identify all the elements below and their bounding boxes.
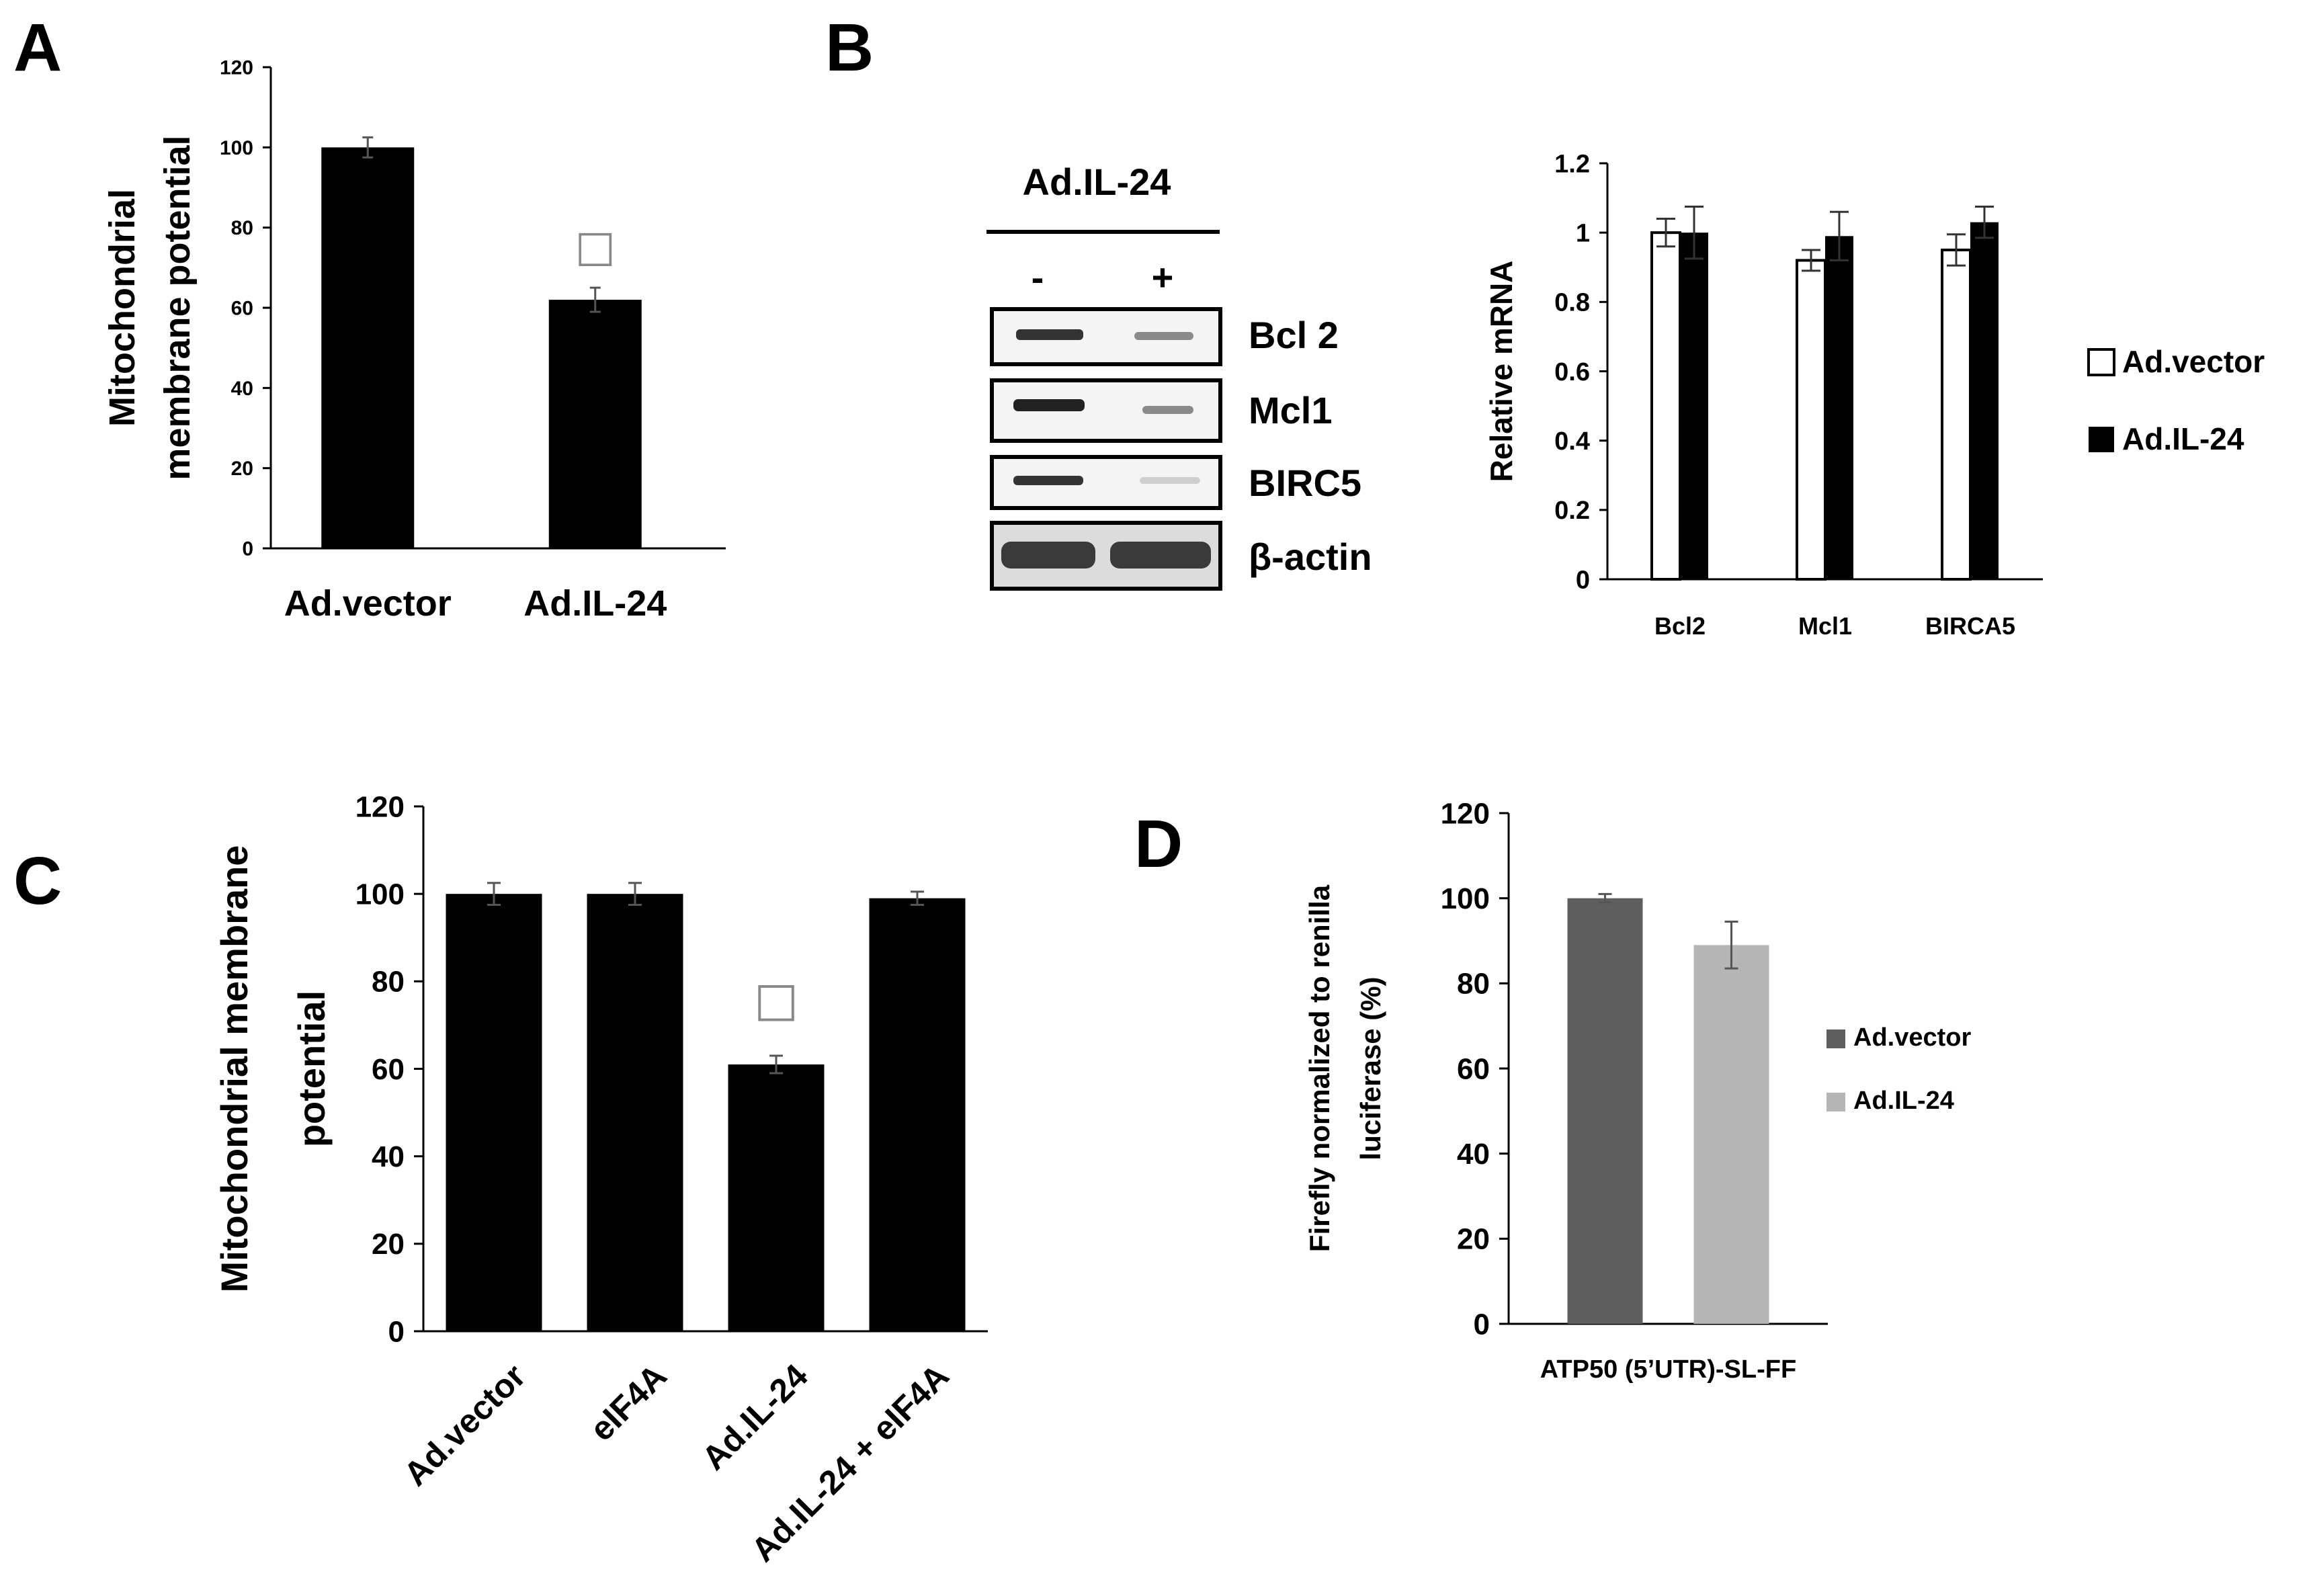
y-tick-label: 20 xyxy=(1457,1223,1490,1256)
y-axis-title: potential xyxy=(290,991,333,1147)
y-tick-label: 40 xyxy=(372,1140,405,1173)
x-axis-title: ATP50 (5’UTR)-SL-FF xyxy=(1540,1355,1796,1384)
bar-ad-vector-mcl1 xyxy=(1796,259,1826,581)
blot-band xyxy=(1140,477,1200,484)
y-tick-label: 60 xyxy=(1457,1052,1490,1085)
y-tick-label: 120 xyxy=(355,790,405,823)
y-tick-label: 20 xyxy=(231,458,253,480)
blot-band xyxy=(1110,542,1211,569)
y-tick-label: 0 xyxy=(1474,1308,1490,1341)
y-tick-label: 0.2 xyxy=(1554,497,1590,525)
y-tick-label: 0.8 xyxy=(1554,289,1590,317)
bar-ad-il-24-bcl2 xyxy=(1680,233,1708,580)
chart-a: 0 20 40 60 80 100 120 Ad.vector □ Ad.IL-24 Mitocho… xyxy=(102,57,726,624)
x-tick-label: Ad.IL-24 xyxy=(523,583,667,624)
x-tick-label: Ad.vector xyxy=(284,583,452,624)
bar-ad-vector xyxy=(321,147,415,549)
x-tick-label: Mcl1 xyxy=(1798,612,1852,640)
western-blot: Ad.IL-24 - + Bcl 2 Mcl1 BIRC5 β-actin xyxy=(986,161,1372,591)
legend-label: Ad.IL-24 xyxy=(1853,1087,1954,1115)
bar-ad-vector-birca5 xyxy=(1941,248,1972,581)
blot-band xyxy=(1001,542,1095,569)
x-tick-label: eIF4A xyxy=(583,1357,674,1448)
y-tick-label: 100 xyxy=(355,878,405,911)
y-tick-label: 20 xyxy=(372,1228,405,1261)
x-tick-label: Bcl2 xyxy=(1654,612,1706,640)
x-tick-label: BIRCA5 xyxy=(1925,612,2015,640)
bar-ad-il-24 xyxy=(548,300,642,548)
panel-label-d: D xyxy=(1134,806,1183,882)
y-axis-title: Firefly normalized to renilla xyxy=(1304,884,1335,1252)
chart-d: 0 20 40 60 80 100 120 ATP50 (5’UTR)-SL-FF Firefl… xyxy=(1304,797,1971,1384)
legend-swatch xyxy=(1826,1030,1845,1048)
y-tick-label: 120 xyxy=(1441,797,1490,830)
legend-swatch xyxy=(2087,348,2115,376)
blot-label-bcl2: Bcl 2 xyxy=(1249,314,1339,356)
bar-ad-vector xyxy=(446,894,542,1331)
blot-band xyxy=(1134,332,1193,340)
blot-band xyxy=(1016,329,1083,340)
blot-band xyxy=(1142,406,1193,414)
y-axis-title: Mitochondrial membrane xyxy=(213,845,255,1293)
blot-title: Ad.IL-24 xyxy=(1023,161,1171,203)
y-tick-label: 0 xyxy=(242,538,253,560)
y-tick-label: 40 xyxy=(231,378,253,400)
y-tick-label: 1.2 xyxy=(1554,150,1590,178)
panel-label-c: C xyxy=(13,843,62,919)
legend-label: Ad.IL-24 xyxy=(2122,421,2244,456)
panel-label-a: A xyxy=(13,10,62,85)
bar-ad-il-24 xyxy=(728,1064,825,1331)
legend-swatch xyxy=(1826,1093,1845,1111)
legend-label: Ad.vector xyxy=(1853,1023,1971,1052)
y-tick-label: 80 xyxy=(372,966,405,999)
bar-ad-il-24-atp50-5-utr-sl-ff xyxy=(1693,945,1769,1324)
bar-ad-vector-atp50-5-utr-sl-ff xyxy=(1567,898,1643,1324)
y-tick-label: 80 xyxy=(231,217,253,239)
bar-ad-vector-bcl2 xyxy=(1650,231,1681,581)
y-axis-title: luciferase (%) xyxy=(1355,976,1386,1160)
blot-label-birc5: BIRC5 xyxy=(1249,462,1361,504)
blot-plus-lane: + xyxy=(1152,256,1174,298)
y-axis-title: Relative mRNA xyxy=(1484,261,1519,482)
y-tick-label: 100 xyxy=(1441,882,1490,915)
significance-marker: □ xyxy=(575,222,616,271)
chart-b: 0 0.2 0.4 0.6 0.8 1 1.2 Bcl2 Mcl1 BIRCA5 Relative … xyxy=(1484,150,2265,640)
significance-marker: □ xyxy=(754,972,798,1027)
bar-ad-il-24-birca5 xyxy=(1970,222,1999,580)
y-tick-label: 0.6 xyxy=(1554,358,1590,386)
x-tick-label: Ad.vector xyxy=(396,1357,533,1493)
y-tick-label: 120 xyxy=(220,57,253,79)
y-tick-label: 40 xyxy=(1457,1138,1490,1171)
y-axis-title: Mitochondrial xyxy=(102,189,142,427)
y-tick-label: 0 xyxy=(1576,566,1590,594)
blot-label-actin: β-actin xyxy=(1249,536,1372,578)
blot-band xyxy=(1013,476,1083,485)
blot-label-mcl1: Mcl1 xyxy=(1249,389,1333,431)
x-tick-label: Ad.IL-24 xyxy=(695,1357,815,1477)
y-tick-label: 0 xyxy=(388,1315,405,1348)
bar-eif4a xyxy=(587,894,683,1331)
blot-minus-lane: - xyxy=(1032,256,1044,298)
y-tick-label: 60 xyxy=(231,298,253,320)
blot-band xyxy=(1013,399,1085,411)
y-tick-label: 80 xyxy=(1457,968,1490,1001)
y-tick-label: 1 xyxy=(1576,219,1590,247)
y-tick-label: 0.4 xyxy=(1554,427,1590,456)
legend-swatch xyxy=(2089,427,2114,452)
y-tick-label: 100 xyxy=(220,137,253,159)
bar-ad-il-24-mcl1 xyxy=(1825,236,1853,579)
panel-label-b: B xyxy=(825,10,874,85)
y-tick-label: 60 xyxy=(372,1053,405,1086)
y-axis-title: membrane potential xyxy=(157,135,198,480)
legend-label: Ad.vector xyxy=(2122,344,2265,379)
bar-ad-il-24-eif4a xyxy=(869,898,966,1331)
